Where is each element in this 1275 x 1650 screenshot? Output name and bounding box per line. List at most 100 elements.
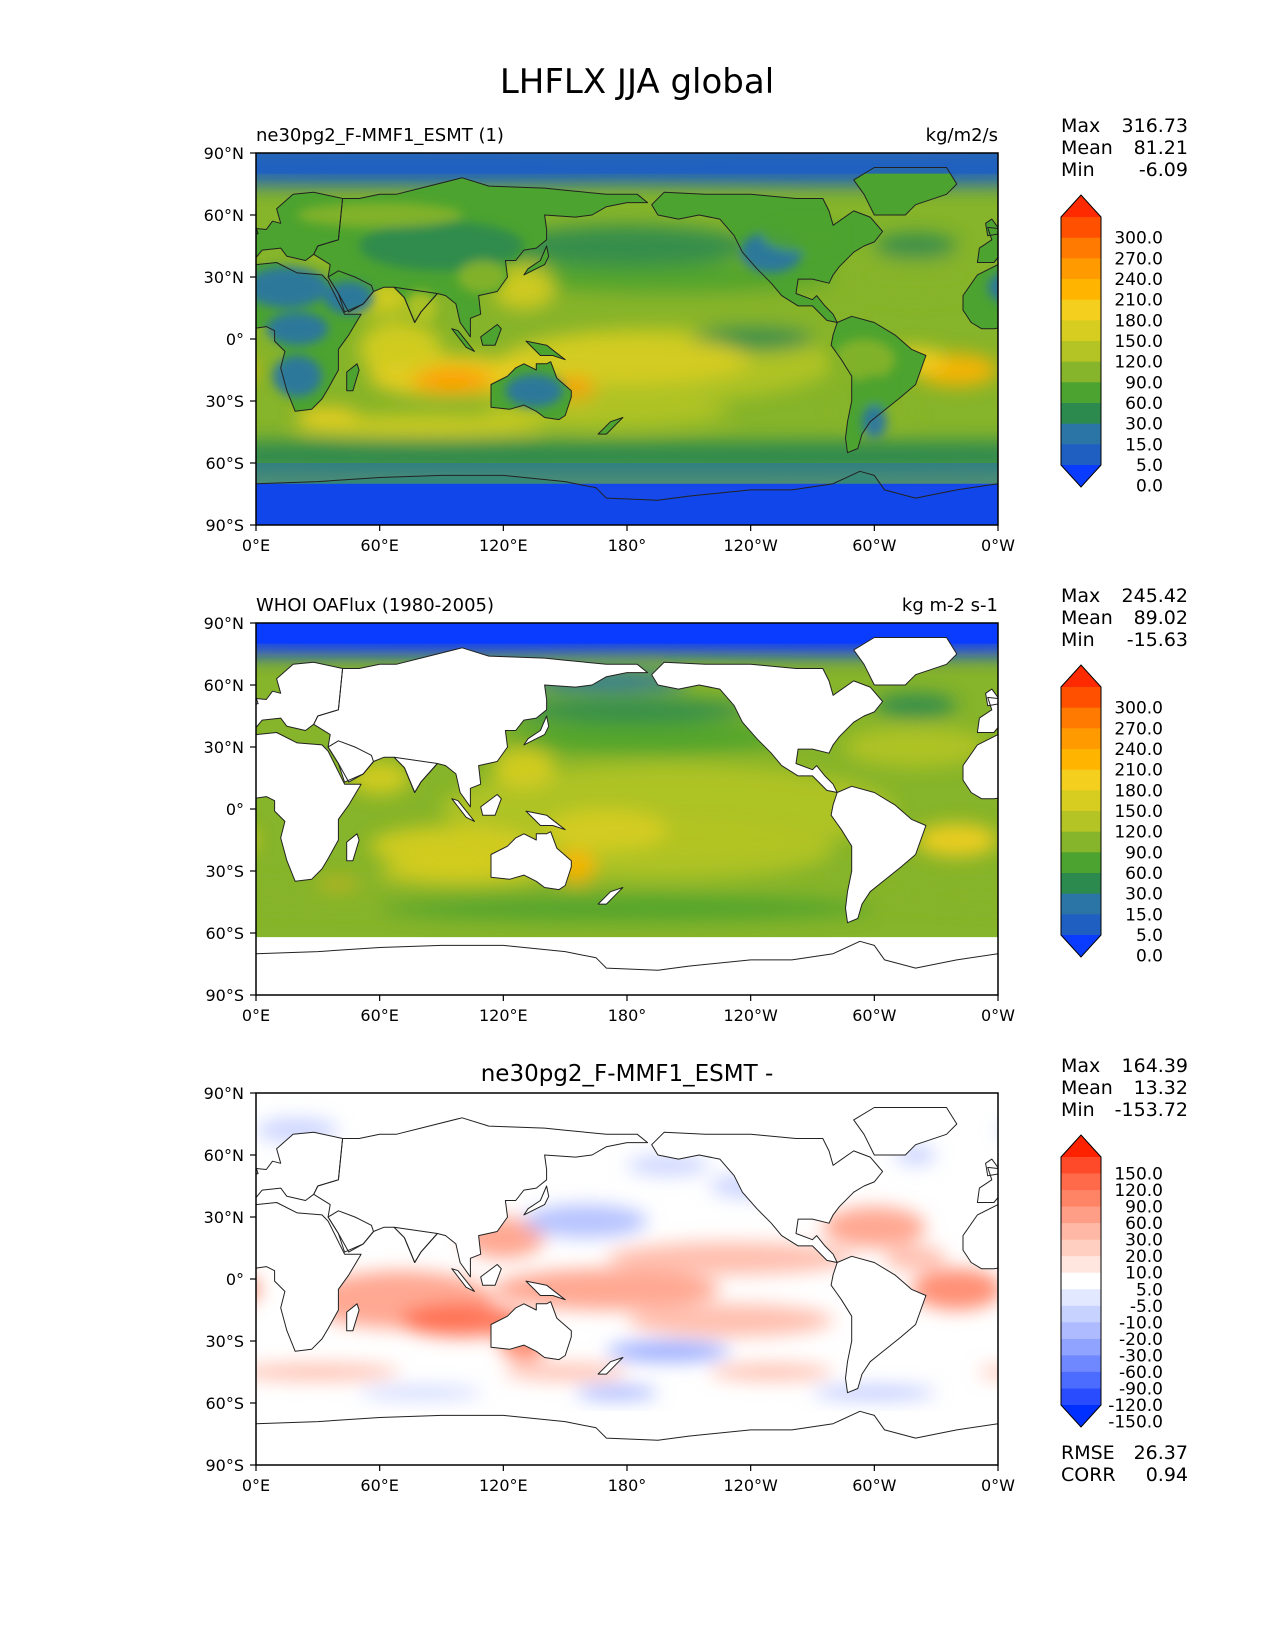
colorbar-segment — [1061, 914, 1101, 936]
colorbar-segment — [1061, 1157, 1101, 1174]
stat-label: Max — [1061, 1055, 1100, 1077]
colorbar-segment — [1061, 1190, 1101, 1208]
panel-title-left: ne30pg2_F-MMF1_ESMT (1) — [256, 125, 504, 146]
colorbar-label: 10.0 — [1125, 1264, 1163, 1284]
stat-label: Mean — [1061, 137, 1113, 159]
lat-tick-label: 60°S — [205, 924, 244, 943]
colorbar-segment — [1061, 237, 1101, 259]
colorbar-label: 300.0 — [1114, 699, 1163, 719]
stat-label: Mean — [1061, 1077, 1113, 1099]
lon-tick-label: 120°E — [479, 1006, 528, 1025]
colorbar-segment — [1061, 1289, 1101, 1307]
colorbar-label: 90.0 — [1125, 843, 1163, 863]
colorbar-segment — [1061, 320, 1101, 342]
colorbar-label: 15.0 — [1125, 435, 1163, 455]
lon-tick-label: 0°W — [981, 536, 1015, 555]
map-diff: 90°N 60°N 30°N 0° 30°S 60°S 90°S0°E 60°E 120°E 18… — [204, 1084, 1016, 1495]
stat-value: 81.21 — [1134, 137, 1188, 159]
lat-tick-label: 30°S — [205, 392, 244, 411]
colorbar-segment — [1061, 1239, 1101, 1257]
lon-tick-label: 180° — [608, 1476, 647, 1495]
colorbar-label: -90.0 — [1119, 1380, 1163, 1400]
colorbar-label: 60.0 — [1125, 864, 1163, 884]
colorbar-segment — [1061, 299, 1101, 321]
colorbar-outline — [1060, 194, 1102, 488]
panel-title-left: WHOI OAFlux (1980-2005) — [256, 595, 494, 616]
colorbar-outline — [1060, 664, 1102, 958]
colorbar-label: -30.0 — [1119, 1346, 1163, 1366]
colorbar-segment — [1061, 444, 1101, 466]
colorbar-segment — [1061, 1173, 1101, 1191]
lon-tick-label: 60°W — [852, 1476, 896, 1495]
colorbar-segment — [1061, 1322, 1101, 1340]
lat-tick-label: 30°N — [204, 268, 244, 287]
colorbar-segment — [1061, 893, 1101, 915]
panel-title-right: kg m-2 s-1 — [902, 595, 998, 616]
colorbar-label: 30.0 — [1125, 885, 1163, 905]
lat-tick-label: 0° — [226, 800, 244, 819]
colorbar-label: 300.0 — [1114, 229, 1163, 249]
panel-title-center: ne30pg2_F-MMF1_ESMT - — [481, 1061, 774, 1087]
colorbar-extend-bottom — [1061, 465, 1101, 487]
lon-tick-label: 120°E — [479, 1476, 528, 1495]
stat-value: 164.39 — [1122, 1055, 1188, 1077]
colorbar-label: 60.0 — [1125, 1214, 1163, 1234]
colorbar-label: 240.0 — [1114, 740, 1163, 760]
stat-label: Min — [1061, 1099, 1095, 1121]
colorbar-label: 270.0 — [1114, 249, 1163, 269]
colorbar-segment — [1061, 769, 1101, 791]
lat-tick-label: 60°N — [204, 206, 244, 225]
colorbar-label: 150.0 — [1114, 332, 1163, 352]
colorbar-label: 5.0 — [1136, 1280, 1163, 1300]
lat-tick-label: 90°S — [205, 516, 244, 535]
stat-label: Max — [1061, 585, 1100, 607]
lon-tick-label: 60°E — [360, 536, 398, 555]
panel-obs: WHOI OAFlux (1980-2005) kg m-2 s-1 90°N 60°… — [204, 585, 1188, 1025]
lat-tick-label: 0° — [226, 330, 244, 349]
lon-tick-label: 60°E — [360, 1476, 398, 1495]
lon-tick-label: 120°E — [479, 536, 528, 555]
colorbar-outline — [1060, 1134, 1102, 1428]
lat-tick-label: 60°N — [204, 676, 244, 695]
colorbar-label: -20.0 — [1119, 1330, 1163, 1350]
colorbar-label: 90.0 — [1125, 1198, 1163, 1218]
colorbar-extend-bottom — [1061, 1405, 1101, 1427]
coastlines — [256, 167, 998, 525]
lon-tick-label: 120°W — [723, 536, 778, 555]
colorbar-label: 15.0 — [1125, 905, 1163, 925]
stat-value: -6.09 — [1139, 159, 1188, 181]
colorbar-segment — [1061, 217, 1101, 239]
colorbar-label: 180.0 — [1114, 781, 1163, 801]
colorbar-label: -5.0 — [1130, 1297, 1163, 1317]
lon-tick-label: 60°W — [852, 1006, 896, 1025]
colorbar-label: 270.0 — [1114, 719, 1163, 739]
map-obs: 90°N 60°N 30°N 0° 30°S 60°S 90°S0°E 60°E 120°E 18… — [204, 614, 1016, 1025]
colorbar-segment — [1061, 423, 1101, 445]
lat-tick-label: 60°S — [205, 1394, 244, 1413]
colorbar-segment — [1061, 831, 1101, 853]
figure-title: LHFLX JJA global — [500, 62, 774, 102]
colorbar-label: 30.0 — [1125, 1231, 1163, 1251]
colorbar-label: -120.0 — [1108, 1396, 1163, 1416]
colorbar-label: 5.0 — [1136, 926, 1163, 946]
extra-stat-label: RMSE — [1061, 1442, 1115, 1464]
stat-value: 89.02 — [1134, 607, 1188, 629]
colorbar-segment — [1061, 1206, 1101, 1224]
colorbar-segment — [1061, 852, 1101, 874]
colorbar-label: 120.0 — [1114, 353, 1163, 373]
colorbar-segment — [1061, 1338, 1101, 1356]
coastlines — [256, 1107, 998, 1465]
colorbar-label: 210.0 — [1114, 291, 1163, 311]
colorbar-label: 240.0 — [1114, 270, 1163, 290]
colorbar-segment — [1061, 1355, 1101, 1373]
lon-tick-label: 0°W — [981, 1006, 1015, 1025]
colorbar-label: -150.0 — [1108, 1413, 1163, 1433]
extra-stat-value: 0.94 — [1146, 1464, 1188, 1486]
colorbar-segment — [1061, 361, 1101, 383]
colorbar-segment — [1061, 341, 1101, 363]
stat-label: Min — [1061, 629, 1095, 651]
panel-title-right: kg/m2/s — [926, 125, 998, 146]
colorbar-extend-top — [1061, 1135, 1101, 1157]
lat-tick-label: 30°N — [204, 738, 244, 757]
